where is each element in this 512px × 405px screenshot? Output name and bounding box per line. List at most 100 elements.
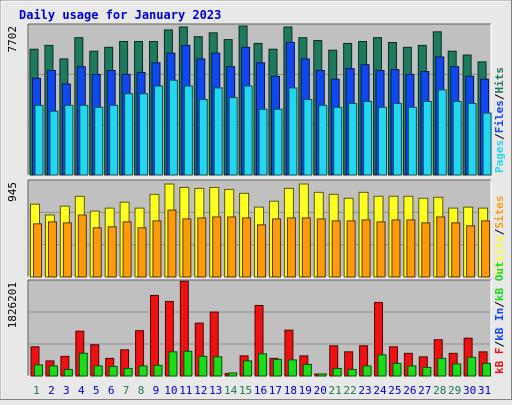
x-tick-label: 8 [138,384,145,397]
x-tick-label: 19 [299,384,312,397]
x-tick-label: 2 [48,384,55,397]
pages-bar [422,100,432,176]
kb-in-bar [362,365,372,377]
sites-bar [77,214,87,278]
kb-in-bar [482,362,492,377]
kb-in-bar [153,364,163,377]
sites-bar [421,222,431,278]
x-tick-label: 13 [209,384,222,397]
x-tick-label: 20 [314,384,327,397]
sites-bar [122,221,132,278]
sites-bar [481,220,491,278]
kb-in-bar [78,352,88,377]
kb-in-bar [34,364,43,377]
x-tick-label: 7 [123,384,130,397]
legend-entry: kB F [493,348,506,375]
pages-bar [109,104,119,176]
kb-in-bar [422,366,432,377]
kb-in-bar [108,365,118,377]
pages-bar [452,100,462,176]
pages-bar [153,85,163,176]
pages-bar [183,85,193,176]
sites-bar [137,227,147,278]
sites-bar [152,220,162,278]
sites-bar [346,220,356,278]
x-tick-label: 18 [284,384,297,397]
x-tick-label: 30 [463,384,476,397]
sites-bar [316,218,326,278]
pages-bar [124,93,134,176]
kb-in-bar [467,356,477,377]
sites-bar [376,221,386,278]
x-tick-label: 23 [358,384,371,397]
kb-in-bar [168,351,178,377]
legend-entry: Visits [493,235,506,275]
sites-bar [167,209,177,278]
legend-hits-files-pages: Pages/Files/Hits [493,67,506,173]
kb-in-bar [93,365,103,377]
sites-bar [242,217,252,278]
kb-f-bar [149,294,159,377]
sites-bar [391,219,401,278]
legend-entry: / [493,133,506,140]
sites-bar [286,217,296,278]
pages-bar [348,102,358,176]
x-tick-label: 26 [403,384,416,397]
sites-bar [227,216,237,278]
pages-bar [467,102,477,176]
kb-in-bar [228,372,238,377]
x-tick-label: 10 [164,384,177,397]
pages-bar [94,106,104,176]
pages-bar [79,104,89,176]
kb-in-bar [287,359,297,377]
pages-bar [273,108,283,176]
legend-entry: / [493,341,506,348]
pages-bar [363,100,373,176]
x-tick-label: 15 [239,384,252,397]
sites-bar [406,219,416,278]
x-tick-label: 5 [93,384,100,397]
kb-in-bar [332,367,342,377]
sites-bar [436,216,446,278]
legend-entry: / [493,93,506,100]
y-axis-max-label: 1826201 [6,282,19,328]
pages-bar [198,99,208,176]
kb-in-bar [123,367,133,377]
kb-in-bar [407,365,417,377]
sites-bar [33,223,42,278]
kb-in-bar [63,368,73,377]
kb-in-bar [377,354,387,377]
x-tick-label: 27 [418,384,431,397]
legend-entry: Pages [493,140,506,173]
pages-bar [318,104,328,176]
pages-bar [49,110,59,176]
x-tick-label: 4 [78,384,85,397]
sites-bar [451,222,461,278]
sites-bar [212,216,222,278]
pages-bar [288,87,298,176]
pages-bar [228,97,238,176]
x-tick-label: 3 [63,384,70,397]
pages-bar [258,108,268,176]
legend-entry: kB In [493,308,506,341]
pages-bar [64,104,74,176]
pages-bar [378,106,388,176]
chart-title: Daily usage for January 2023 [19,8,221,22]
sites-bar [466,225,476,278]
legend-visits-sites: Visits/Sites [493,196,506,276]
pages-bar [437,89,447,176]
x-tick-label: 25 [388,384,401,397]
sites-bar [271,218,281,278]
legend-entry: / [493,301,506,308]
sites-bar [301,217,311,278]
kb-in-bar [392,362,402,377]
kb-in-bar [183,350,193,377]
kb-in-bar [258,353,268,377]
x-tick-label: 6 [108,384,115,397]
x-tick-label: 24 [373,384,387,397]
x-tick-label: 12 [194,384,207,397]
kb-in-bar [48,365,58,377]
legend-entry: Sites [493,196,506,229]
pages-bar [168,79,178,176]
